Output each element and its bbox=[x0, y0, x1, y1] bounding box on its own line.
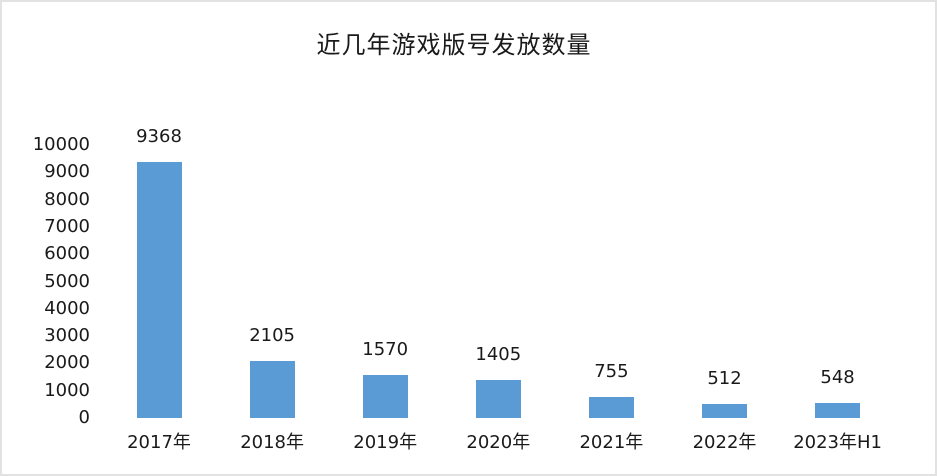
x-axis-category-label: 2019年 bbox=[353, 432, 418, 453]
x-axis-category-label: 2020年 bbox=[466, 432, 531, 453]
y-axis-tick-label: 5000 bbox=[44, 270, 90, 292]
y-axis-tick-label: 4000 bbox=[44, 297, 90, 319]
bar-value-label: 2105 bbox=[249, 325, 295, 346]
y-axis-tick-label: 6000 bbox=[44, 243, 90, 265]
bar-2018年 bbox=[249, 361, 295, 418]
bar-value-label: 1405 bbox=[475, 344, 522, 365]
bar-value-label: 1570 bbox=[362, 339, 409, 360]
y-axis-tick-label: 10000 bbox=[32, 134, 90, 155]
x-axis-category-label: 2023年H1 bbox=[793, 432, 882, 453]
chart-title: 近几年游戏版号发放数量 bbox=[316, 31, 592, 59]
bar-2017年 bbox=[136, 162, 182, 418]
bar-value-label: 548 bbox=[820, 367, 855, 388]
bar-value-label: 9368 bbox=[136, 126, 182, 147]
bar-value-label: 512 bbox=[707, 368, 742, 389]
bar-2019年 bbox=[362, 375, 408, 418]
y-axis-tick-label: 1000 bbox=[44, 379, 90, 401]
y-axis-tick-label: 8000 bbox=[44, 188, 90, 210]
y-axis-tick-label: 3000 bbox=[44, 325, 90, 347]
bar-value-label: 755 bbox=[594, 361, 629, 382]
x-axis-category-label: 2018年 bbox=[240, 432, 304, 453]
bar-2022年 bbox=[702, 404, 747, 418]
y-axis-tick-label: 9000 bbox=[44, 161, 90, 183]
bar-2021年 bbox=[588, 397, 634, 418]
bar-2023年H1 bbox=[815, 403, 861, 418]
x-axis-category-label: 2022年 bbox=[692, 432, 757, 453]
bar-2020年 bbox=[475, 380, 521, 418]
y-axis-tick-label: 2000 bbox=[44, 352, 90, 374]
y-axis-tick-label: 0 bbox=[78, 407, 90, 428]
y-axis-tick-label: 7000 bbox=[44, 215, 90, 237]
x-axis-category-label: 2021年 bbox=[579, 432, 644, 453]
x-axis-category-label: 2017年 bbox=[127, 432, 191, 453]
